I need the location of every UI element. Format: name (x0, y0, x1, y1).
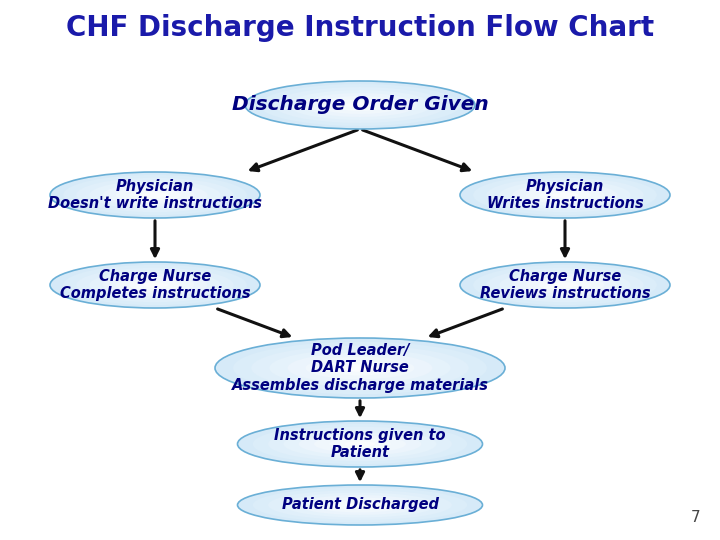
Text: CHF Discharge Instruction Flow Chart: CHF Discharge Instruction Flow Chart (66, 14, 654, 42)
Text: Charge Nurse
Completes instructions: Charge Nurse Completes instructions (60, 269, 251, 301)
Ellipse shape (76, 178, 234, 212)
Ellipse shape (460, 172, 670, 218)
Ellipse shape (269, 349, 451, 387)
Ellipse shape (284, 492, 436, 517)
Ellipse shape (331, 99, 389, 111)
Ellipse shape (215, 338, 505, 398)
Text: Instructions given to
Patient: Instructions given to Patient (274, 428, 446, 460)
Ellipse shape (346, 102, 374, 108)
Ellipse shape (142, 282, 168, 288)
Ellipse shape (302, 93, 418, 117)
Ellipse shape (253, 488, 467, 523)
Ellipse shape (329, 500, 391, 510)
Ellipse shape (129, 189, 181, 201)
Ellipse shape (288, 90, 432, 120)
Ellipse shape (274, 87, 446, 123)
Ellipse shape (500, 271, 631, 299)
Ellipse shape (299, 495, 421, 515)
Ellipse shape (539, 189, 591, 201)
Ellipse shape (552, 192, 578, 198)
Ellipse shape (50, 262, 260, 308)
Ellipse shape (102, 273, 207, 296)
Ellipse shape (233, 342, 487, 394)
Text: Charge Nurse
Reviews instructions: Charge Nurse Reviews instructions (480, 269, 650, 301)
Ellipse shape (116, 186, 194, 204)
Ellipse shape (89, 180, 220, 210)
Ellipse shape (102, 184, 207, 206)
Ellipse shape (513, 273, 618, 296)
Ellipse shape (552, 282, 578, 288)
Text: Pod Leader/
DART Nurse
Assembles discharge materials: Pod Leader/ DART Nurse Assembles dischar… (232, 343, 488, 393)
Ellipse shape (329, 438, 391, 450)
Ellipse shape (245, 81, 475, 129)
Ellipse shape (305, 357, 415, 379)
Ellipse shape (324, 361, 396, 375)
Text: 7: 7 (690, 510, 700, 525)
Ellipse shape (513, 184, 618, 206)
Ellipse shape (460, 262, 670, 308)
Ellipse shape (345, 441, 375, 447)
Text: Patient Discharged: Patient Discharged (282, 497, 438, 512)
Ellipse shape (76, 268, 234, 302)
Ellipse shape (89, 271, 220, 299)
Ellipse shape (116, 276, 194, 294)
Ellipse shape (63, 175, 247, 215)
Ellipse shape (129, 279, 181, 291)
Ellipse shape (268, 427, 452, 461)
Ellipse shape (317, 96, 403, 114)
Ellipse shape (473, 265, 657, 305)
Text: Physician
Writes instructions: Physician Writes instructions (487, 179, 644, 211)
Ellipse shape (345, 503, 375, 508)
Ellipse shape (486, 268, 644, 302)
Ellipse shape (342, 364, 378, 372)
Ellipse shape (251, 346, 469, 390)
Ellipse shape (526, 186, 604, 204)
Ellipse shape (268, 490, 452, 520)
Ellipse shape (50, 172, 260, 218)
Ellipse shape (259, 84, 461, 126)
Ellipse shape (284, 430, 436, 458)
Ellipse shape (63, 265, 247, 305)
Ellipse shape (486, 178, 644, 212)
Ellipse shape (539, 279, 591, 291)
Ellipse shape (238, 485, 482, 525)
Ellipse shape (142, 192, 168, 198)
Ellipse shape (238, 421, 482, 467)
Ellipse shape (287, 353, 433, 383)
Ellipse shape (500, 180, 631, 210)
Ellipse shape (253, 424, 467, 464)
Ellipse shape (299, 433, 421, 456)
Ellipse shape (314, 435, 406, 453)
Ellipse shape (314, 497, 406, 512)
Text: Discharge Order Given: Discharge Order Given (232, 96, 488, 114)
Ellipse shape (473, 175, 657, 215)
Text: Physician
Doesn't write instructions: Physician Doesn't write instructions (48, 179, 262, 211)
Ellipse shape (526, 276, 604, 294)
